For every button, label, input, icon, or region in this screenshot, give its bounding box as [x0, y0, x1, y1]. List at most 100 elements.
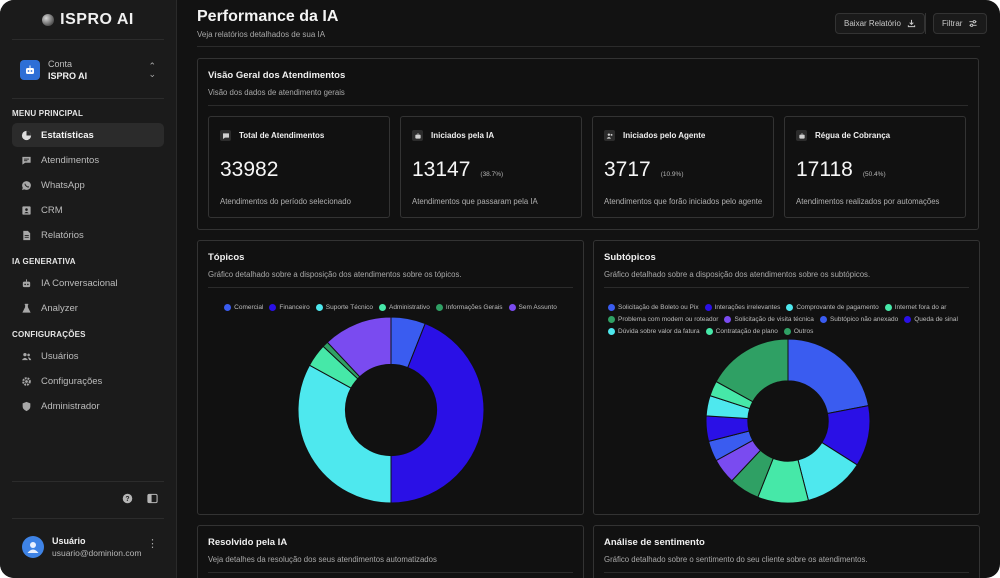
robot-icon	[412, 130, 423, 141]
legend-label: Solicitação de visita técnica	[734, 315, 814, 323]
stat-card-agente: Iniciados pelo Agente 3717 (10.9%) Atend…	[592, 116, 774, 218]
account-label: Conta	[48, 59, 73, 69]
legend-item-administrativo[interactable]: Administrativo	[378, 302, 430, 312]
stat-description: Atendimentos que passaram pela IA	[412, 197, 538, 206]
legend-item-subtopico-nao-anexado[interactable]: Subtópico não anexado	[819, 314, 898, 324]
subtopics-chart-card: Subtópicos Gráfico detalhado sobre a dis…	[593, 240, 980, 515]
stat-card-cobranca: Régua de Cobrança 17118 (50.4%) Atendime…	[784, 116, 966, 218]
resolved-title: Resolvido pela IA	[208, 537, 288, 548]
legend-swatch	[704, 303, 712, 311]
slice-financeiro[interactable]	[390, 322, 485, 504]
legend-swatch	[705, 327, 713, 335]
legend-swatch	[819, 315, 827, 323]
stat-value: 13147	[412, 158, 471, 181]
filter-button[interactable]: Filtrar	[933, 13, 988, 34]
legend-item-problema-com-modem-ou-roteador[interactable]: Problema com modem ou roteador	[608, 314, 718, 324]
divider	[12, 481, 164, 482]
collapse-sidebar-icon[interactable]	[147, 493, 158, 504]
legend-swatch	[315, 303, 323, 311]
legend-label: Contratação de plano	[715, 327, 778, 335]
sidebar-item-configuracoes[interactable]: Configurações	[12, 369, 164, 393]
robot-icon	[20, 60, 40, 80]
stat-title: Total de Atendimentos	[239, 131, 325, 140]
legend-item-informacoes-gerais[interactable]: Informações Gerais	[435, 302, 503, 312]
divider	[12, 518, 164, 519]
divider	[208, 572, 573, 573]
sliders-icon	[969, 20, 978, 27]
legend-item-suporte-tecnico[interactable]: Suporte Técnico	[315, 302, 373, 312]
sidebar-item-estatisticas[interactable]: Estatísticas	[12, 123, 164, 147]
legend-swatch	[608, 303, 615, 311]
divider	[208, 105, 968, 106]
more-vertical-icon[interactable]: ⋮	[147, 538, 158, 550]
legend-item-queda-de-sinal[interactable]: Queda de sinal	[904, 314, 958, 324]
sidebar-item-label: Administrador	[41, 400, 100, 412]
slice-sem-assunto[interactable]	[326, 316, 392, 378]
stat-value: 17118	[796, 158, 853, 181]
legend-item-comercial[interactable]: Comercial	[224, 302, 263, 312]
sidebar-item-label: Configurações	[41, 375, 103, 387]
legend-item-solicitacao-de-visita-tecnica[interactable]: Solicitação de visita técnica	[724, 314, 814, 324]
legend-label: Comprovante de pagamento	[796, 303, 879, 311]
divider	[604, 287, 969, 288]
legend-label: Financeiro	[279, 303, 310, 311]
topics-legend: Comercial Financeiro Suporte Técnico Admini…	[208, 302, 573, 312]
sidebar-item-administrador[interactable]: Administrador	[12, 394, 164, 418]
download-report-button[interactable]: Baixar Relatório	[835, 13, 925, 34]
topics-chart-card: Tópicos Gráfico detalhado sobre a dispos…	[197, 240, 584, 515]
legend-item-financeiro[interactable]: Financeiro	[269, 302, 310, 312]
legend-swatch	[435, 303, 443, 311]
topics-title: Tópicos	[208, 252, 245, 263]
sidebar-item-crm[interactable]: CRM	[12, 198, 164, 222]
legend-swatch	[224, 303, 232, 311]
legend-item-outros[interactable]: Outros	[783, 326, 813, 336]
brand-logo-icon	[42, 13, 55, 26]
legend-swatch	[884, 303, 892, 311]
help-icon[interactable]: ?	[122, 493, 133, 504]
whatsapp-icon	[22, 180, 31, 190]
divider	[197, 46, 980, 47]
page-title: Performance da IA	[197, 8, 339, 25]
sidebar-item-usuarios[interactable]: Usuários	[12, 344, 164, 368]
sidebar-item-ia-conversacional[interactable]: IA Conversacional	[12, 271, 164, 295]
slice-outros[interactable]	[715, 338, 789, 403]
stat-value: 3717	[604, 158, 651, 181]
user-menu[interactable]: Usuário usuario@dominion.com ⋮	[22, 533, 158, 561]
legend-item-comprovante-de-pagamento[interactable]: Comprovante de pagamento	[786, 302, 879, 312]
sidebar-item-label: WhatsApp	[41, 179, 85, 191]
sidebar: ISPRO AI Conta ISPRO AI ⌃ ⌄ MENU PRINCIPA…	[0, 0, 177, 578]
legend-swatch	[904, 315, 912, 323]
menu-section-config: CONFIGURAÇÕES	[12, 330, 86, 339]
sidebar-item-atendimentos[interactable]: Atendimentos	[12, 148, 164, 172]
divider	[12, 98, 164, 99]
legend-item-duvida-sobre-valor-da-fatura[interactable]: Dúvida sobre valor da fatura	[608, 326, 700, 336]
account-switcher[interactable]: Conta ISPRO AI ⌃ ⌄	[12, 50, 164, 90]
sidebar-item-analyzer[interactable]: Analyzer	[12, 296, 164, 320]
user-avatar-icon	[27, 542, 39, 553]
legend-item-contratacao-de-plano[interactable]: Contratação de plano	[705, 326, 778, 336]
legend-item-solicitacao-de-boleto-ou-pix[interactable]: Solicitação de Boleto ou Pix	[608, 302, 699, 312]
user-name: Usuário	[52, 536, 86, 546]
message-icon	[22, 156, 31, 165]
legend-item-internet-fora-do-ar[interactable]: Internet fora do ar	[884, 302, 946, 312]
legend-label: Administrativo	[388, 303, 430, 311]
divider	[208, 287, 573, 288]
brand[interactable]: ISPRO AI	[12, 0, 164, 40]
overview-title: Visão Geral dos Atendimentos	[208, 70, 346, 81]
brand-name: ISPRO AI	[60, 10, 134, 28]
slice-suporte-tecnico[interactable]	[297, 364, 392, 504]
sidebar-item-label: IA Conversacional	[41, 277, 118, 289]
legend-swatch	[783, 327, 791, 335]
slice-solicitacao-de-boleto-ou-pix[interactable]	[787, 338, 870, 415]
legend-label: Dúvida sobre valor da fatura	[618, 327, 700, 335]
legend-swatch	[269, 303, 277, 311]
sidebar-item-relatorios[interactable]: Relatórios	[12, 223, 164, 247]
legend-item-sem-assunto[interactable]: Sem Assunto	[508, 302, 557, 312]
sentiment-card: Análise de sentimento Gráfico detalhado …	[593, 525, 980, 578]
legend-item-interacoes-irrelevantes[interactable]: Interações irrelevantes	[704, 302, 780, 312]
users-icon	[604, 130, 615, 141]
overview-card: Visão Geral dos Atendimentos Visão dos d…	[197, 58, 979, 230]
sidebar-item-label: Relatórios	[41, 229, 84, 241]
sidebar-item-whatsapp[interactable]: WhatsApp	[12, 173, 164, 197]
legend-swatch	[608, 327, 615, 335]
